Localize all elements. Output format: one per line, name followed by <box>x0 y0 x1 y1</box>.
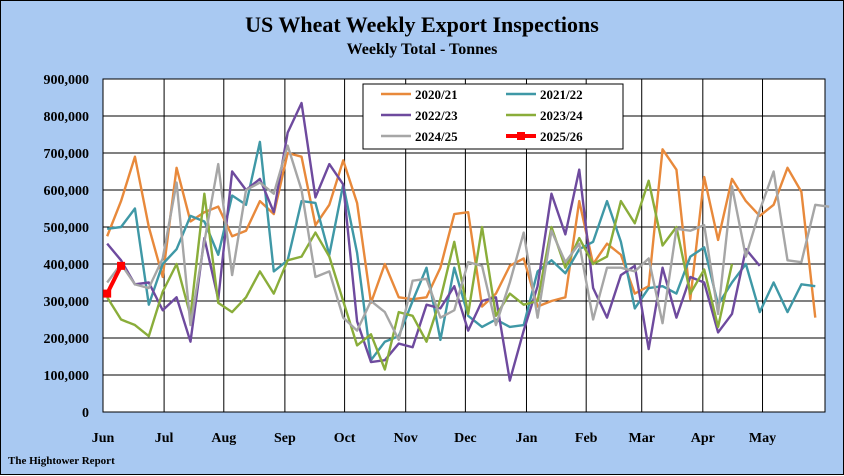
x-tick-label: Apr <box>691 431 715 446</box>
legend-marker <box>517 132 525 140</box>
y-tick-label: 700,000 <box>44 147 90 162</box>
legend-label: 2023/24 <box>540 108 583 123</box>
x-tick-label: Feb <box>575 431 598 446</box>
series-line-2025-26 <box>105 264 123 295</box>
legend-label: 2025/26 <box>540 129 583 144</box>
y-tick-label: 0 <box>82 406 89 421</box>
y-tick-label: 800,000 <box>44 110 90 125</box>
x-tick-label: Jun <box>92 431 115 446</box>
series-line-2024-25 <box>106 144 830 342</box>
series-point-2025-26 <box>103 289 112 298</box>
y-tick-label: 100,000 <box>44 369 90 384</box>
y-tick-label: 400,000 <box>44 258 90 273</box>
y-tick-label: 200,000 <box>44 332 90 347</box>
chart-title: US Wheat Weekly Export Inspections <box>245 12 599 37</box>
legend-label: 2021/22 <box>540 87 583 102</box>
x-tick-label: Nov <box>394 431 418 446</box>
series-point-2025-26 <box>117 261 126 270</box>
x-tick-label: Aug <box>211 431 236 446</box>
legend-label: 2022/23 <box>415 108 458 123</box>
x-tick-label: Jan <box>516 431 538 446</box>
x-tick-label: Dec <box>454 431 477 446</box>
x-tick-label: May <box>749 431 776 446</box>
x-tick-label: Jul <box>155 431 174 446</box>
x-tick-label: Mar <box>629 431 655 446</box>
y-axis-ticks: 0 100,000 200,000 300,000 400,000 500,000 600,… <box>44 73 90 421</box>
y-tick-label: 500,000 <box>44 221 90 236</box>
footer-credit: The Hightower Report <box>8 455 115 467</box>
series-line-2023-24 <box>106 179 734 371</box>
x-axis-ticks: Jun Jul Aug Sep Oct Nov Dec Jan Feb Mar Apr May <box>92 431 776 446</box>
y-tick-label: 300,000 <box>44 295 90 310</box>
legend: 2020/21 2021/22 2022/23 2023/24 2024/25 2025/… <box>362 83 624 150</box>
legend-label: 2024/25 <box>415 129 458 144</box>
series-lines <box>103 101 830 382</box>
x-tick-label: Oct <box>334 431 356 446</box>
x-tick-label: Sep <box>274 431 296 446</box>
y-tick-label: 600,000 <box>44 184 90 199</box>
legend-label: 2020/21 <box>415 87 458 102</box>
chart-subtitle: Weekly Total - Tonnes <box>347 41 498 58</box>
y-tick-label: 900,000 <box>44 73 90 88</box>
